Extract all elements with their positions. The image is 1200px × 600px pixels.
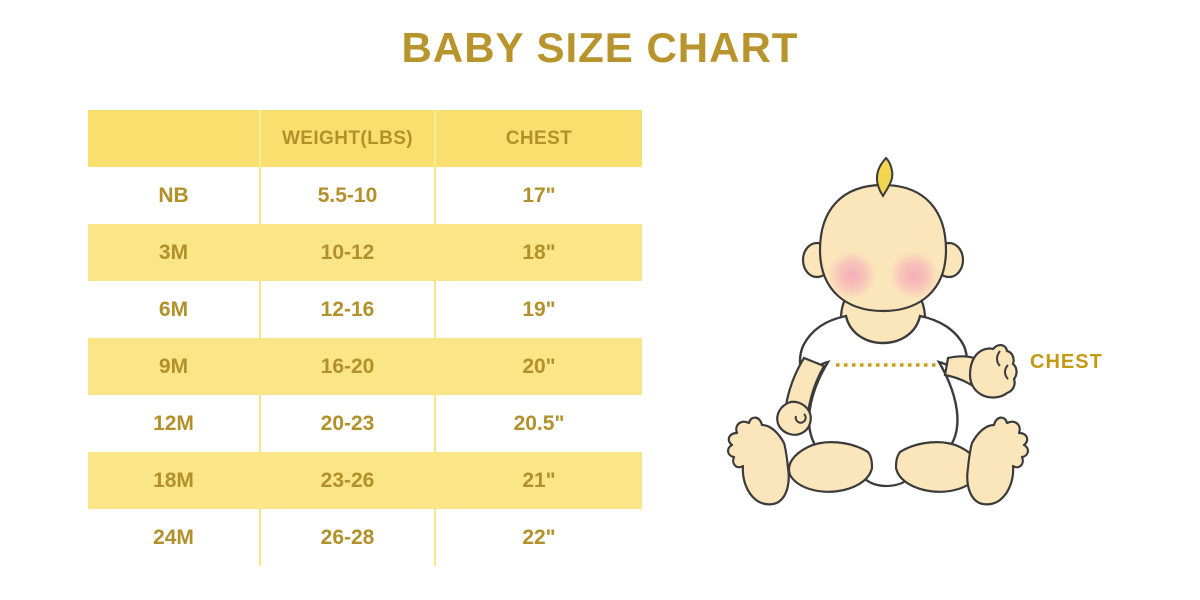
baby-left-arm [776,356,826,436]
baby-right-arm [943,344,1018,399]
table-row: 3M 10-12 18" [88,224,642,281]
size-cell: 9M [88,338,260,395]
baby-svg [727,156,1029,506]
table-row: 9M 16-20 20" [88,338,642,395]
size-cell: 3M [88,224,260,281]
baby-feet [727,416,1029,506]
size-cell: NB [158,183,189,207]
weight-cell: 5.5-10 [259,167,435,224]
weight-cell: 26-28 [259,509,435,566]
table-row: 18M 23-26 21" [88,452,642,509]
baby-illustration [718,148,1038,508]
weight-cell: 23-26 [259,452,435,509]
baby-cheeks [828,251,938,299]
weight-cell: 10-12 [259,224,435,281]
table-row: 12M 20-23 20.5" [88,395,642,452]
header-cell-weight: WEIGHT(LBS) [259,110,435,167]
chest-cell: 22" [434,509,642,566]
size-cell: 6M [158,297,189,321]
table-row: 6M 12-16 19" [88,281,642,338]
header-row: WEIGHT(LBS) CHEST [88,110,642,167]
table-body: NB 5.5-10 17" 3M 10-12 18" 6M 12-16 19" … [88,167,642,566]
baby-size-table: WEIGHT(LBS) CHEST NB 5.5-10 17" 3M 10-12… [88,110,642,566]
size-cell: 24M [153,525,194,549]
weight-cell: 16-20 [259,338,435,395]
page-title: BABY SIZE CHART [401,24,799,71]
baby-hair-curl-icon [876,156,894,198]
size-cell: 12M [153,411,194,435]
baby-legs [787,441,981,493]
weight-cell: 12-16 [259,281,435,338]
chest-cell: 17" [434,167,642,224]
weight-cell: 20-23 [259,395,435,452]
table-row: NB 5.5-10 17" [88,167,642,224]
header-cell-size [88,110,260,167]
table-header: WEIGHT(LBS) CHEST [88,110,642,167]
chest-cell: 20.5" [434,395,642,452]
header-cell-chest: CHEST [434,110,642,167]
table-row: 24M 26-28 22" [88,509,642,566]
chest-cell: 21" [434,452,642,509]
chest-cell: 19" [434,281,642,338]
size-cell: 18M [88,452,260,509]
chest-cell: 20" [434,338,642,395]
chest-measure-label: CHEST [1030,351,1103,373]
chest-cell: 18" [434,224,642,281]
